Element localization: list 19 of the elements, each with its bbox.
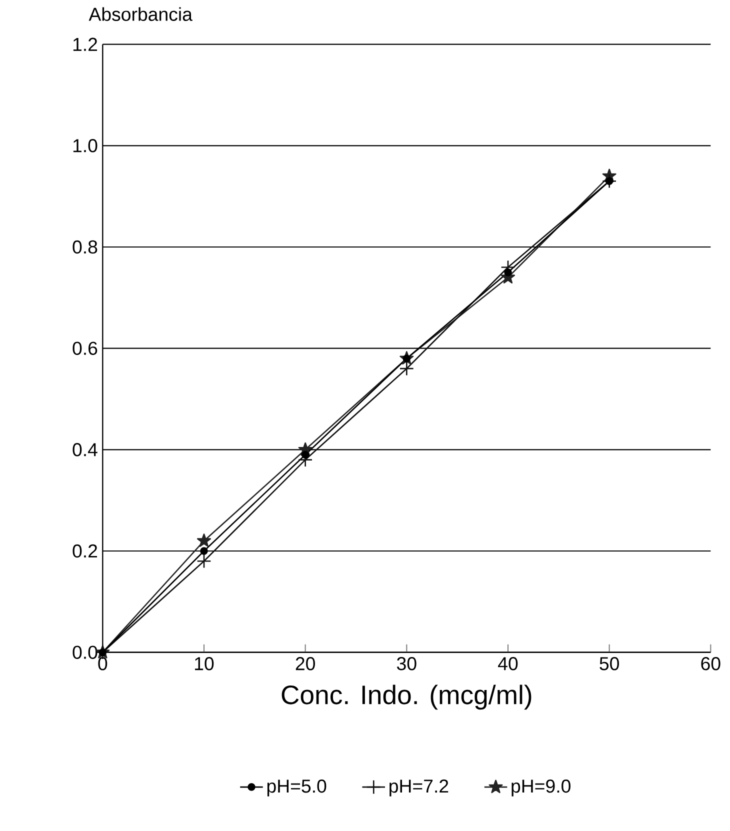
y-tick-label: 0.0 [72,646,98,659]
y-axis-title: Absorbancia [88,7,192,21]
x-tick-label: 40 [498,657,518,670]
y-tick-label: 0.4 [72,443,98,456]
x-axis-title: Conc. Indo. (mcg/ml) [282,684,532,710]
y-tick-label: 0.6 [72,342,98,355]
x-tick-label: 10 [195,657,214,670]
y-tick-label: 1.0 [73,139,98,152]
y-tick-label: 0.2 [72,544,98,558]
legend-label: pH=9.0 [512,780,570,796]
legend-label: pH=7.2 [390,780,448,796]
y-tick-label: 0.8 [72,240,98,254]
x-tick-label: 50 [600,657,619,670]
x-tick-label: 20 [296,657,315,670]
x-tick-label: 60 [701,657,720,670]
x-tick-label: 0 [98,657,108,670]
legend-label: pH=5.0 [267,780,326,796]
x-tick-label: 30 [396,657,416,670]
y-tick-label: 1.2 [73,38,98,51]
